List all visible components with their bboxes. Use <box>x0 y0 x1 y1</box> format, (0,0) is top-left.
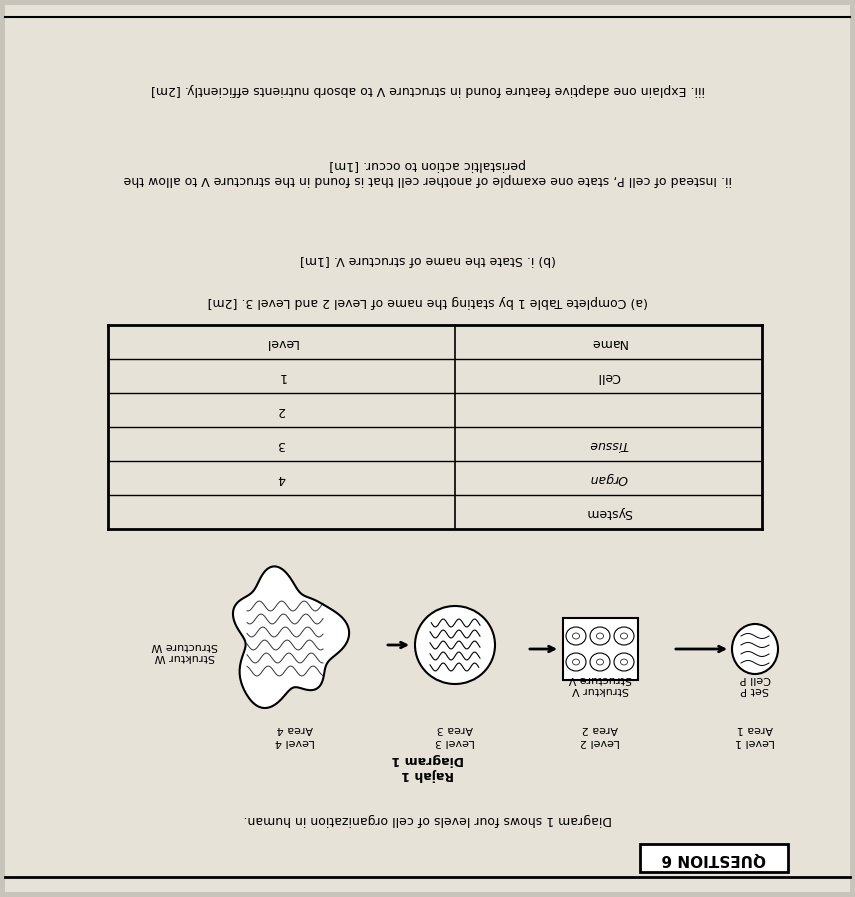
Text: ii. Instead of cell P, state one example of another cell that is found in the st: ii. Instead of cell P, state one example… <box>124 172 732 186</box>
Ellipse shape <box>566 653 586 671</box>
Text: Level 1: Level 1 <box>735 737 775 747</box>
Text: Set P: Set P <box>740 685 770 695</box>
Ellipse shape <box>614 653 634 671</box>
Text: Structure W: Structure W <box>151 641 218 651</box>
Text: (a) Complete Table 1 by stating the name of Level 2 and Level 3. [2m]: (a) Complete Table 1 by stating the name… <box>208 294 648 308</box>
Text: Diagram 1 shows four levels of cell organization in human.: Diagram 1 shows four levels of cell orga… <box>244 813 612 825</box>
Text: (b) i. State the name of structure V. [1m]: (b) i. State the name of structure V. [1… <box>300 252 556 266</box>
Text: Cell: Cell <box>597 370 620 382</box>
Text: Area 4: Area 4 <box>277 724 313 734</box>
Text: Area 1: Area 1 <box>737 724 773 734</box>
Text: QUESTION 6: QUESTION 6 <box>662 850 766 866</box>
Text: System: System <box>585 506 632 518</box>
Text: Tissue: Tissue <box>588 438 628 450</box>
Text: Struktur V: Struktur V <box>571 685 628 695</box>
Ellipse shape <box>732 624 778 674</box>
Text: iii. Explain one adaptive feature found in structure V to absorb nutrients effic: iii. Explain one adaptive feature found … <box>151 83 705 95</box>
Text: Area 2: Area 2 <box>581 724 618 734</box>
FancyBboxPatch shape <box>5 5 850 892</box>
Text: Organ: Organ <box>589 472 628 484</box>
Text: 3: 3 <box>278 438 286 450</box>
Text: 4: 4 <box>278 472 286 484</box>
Ellipse shape <box>590 627 610 645</box>
Text: Level: Level <box>265 335 298 349</box>
Text: Struktur W: Struktur W <box>155 652 215 662</box>
Text: Level 3: Level 3 <box>435 737 475 747</box>
Ellipse shape <box>566 627 586 645</box>
FancyBboxPatch shape <box>563 618 638 680</box>
Ellipse shape <box>590 653 610 671</box>
Text: Structure V: Structure V <box>569 674 632 684</box>
Text: Area 3: Area 3 <box>437 724 473 734</box>
Text: 1: 1 <box>278 370 286 382</box>
Ellipse shape <box>415 606 495 684</box>
Text: Cell P: Cell P <box>740 674 770 684</box>
Text: Diagram 1: Diagram 1 <box>392 753 464 765</box>
FancyBboxPatch shape <box>640 844 788 872</box>
Text: Rajah 1: Rajah 1 <box>402 768 454 780</box>
Text: Level 4: Level 4 <box>275 737 315 747</box>
Text: Level 2: Level 2 <box>580 737 620 747</box>
Ellipse shape <box>614 627 634 645</box>
Text: 2: 2 <box>278 404 286 416</box>
Polygon shape <box>233 566 349 708</box>
Text: peristaltic action to occur. [1m]: peristaltic action to occur. [1m] <box>330 158 527 170</box>
Text: Name: Name <box>590 335 627 349</box>
